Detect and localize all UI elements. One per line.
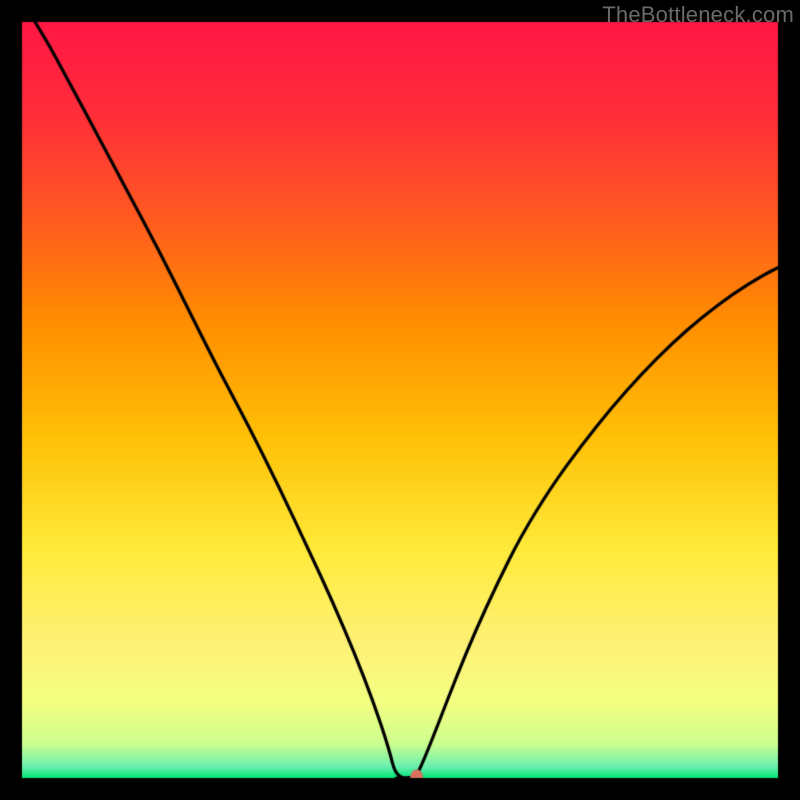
bottleneck-chart bbox=[0, 0, 800, 800]
